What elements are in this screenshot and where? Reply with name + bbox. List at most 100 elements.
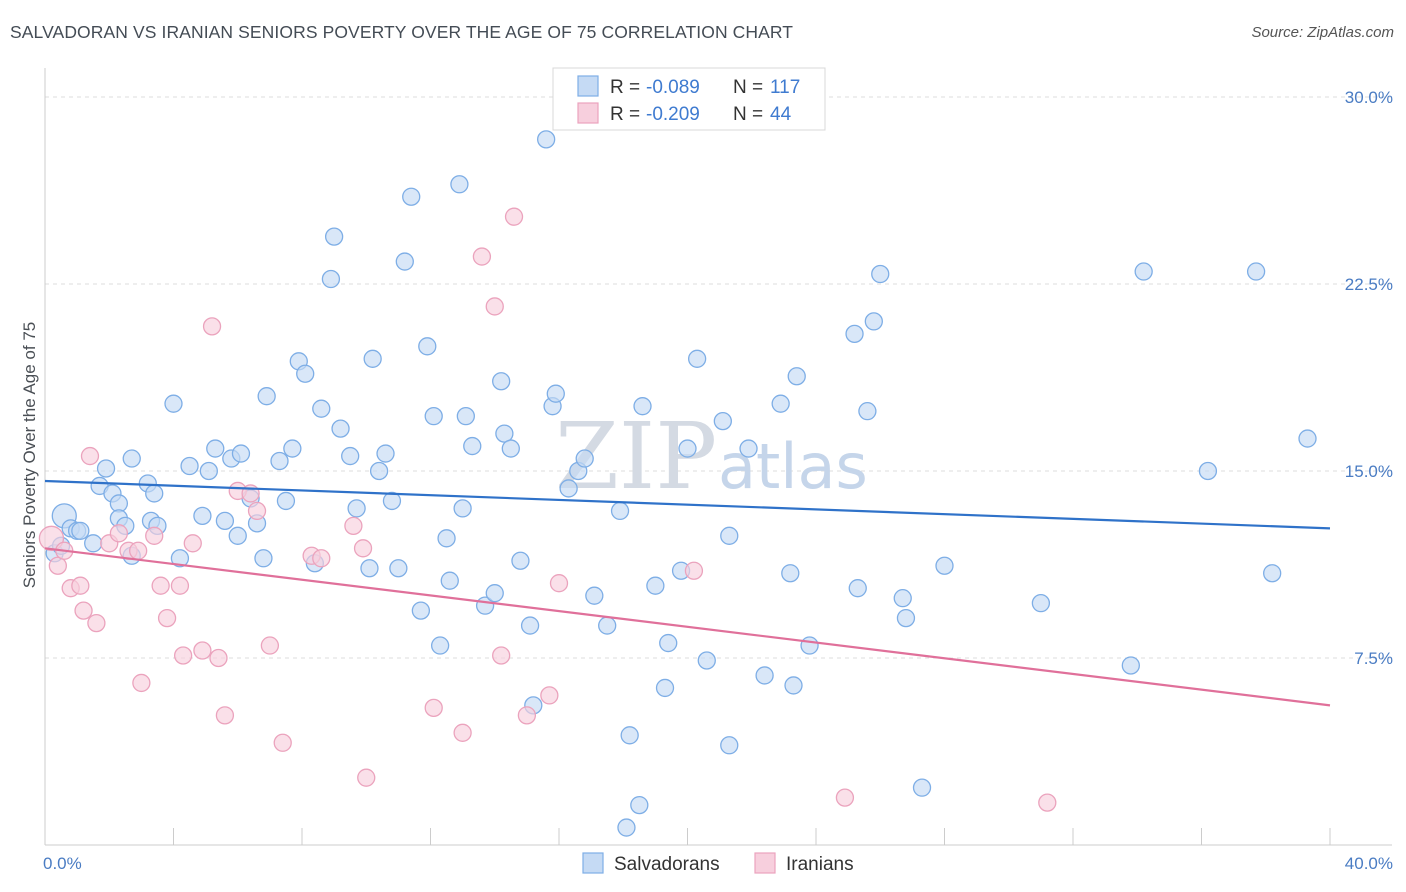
legend-swatch [577,102,599,124]
data-point [1246,262,1266,281]
data-point [575,449,594,468]
data-point [559,479,578,498]
data-point [453,723,472,742]
data-point [122,449,141,468]
data-point [215,511,235,531]
data-point [655,678,675,698]
legend-n-value: 44 [770,104,792,125]
data-point [193,641,212,660]
data-point [687,349,707,368]
y-tick-label: 15.0% [1345,462,1393,481]
data-point [424,698,443,718]
data-point [1134,262,1153,281]
legend-n-value: 117 [770,77,800,98]
data-point [382,491,402,511]
data-point [537,130,556,149]
y-tick-label: 22.5% [1345,275,1393,294]
data-point [170,549,190,568]
data-point [450,175,469,194]
data-point [871,264,890,284]
data-point [472,247,492,266]
data-point [504,207,524,226]
data-point [787,367,806,386]
data-point [402,187,421,206]
y-tick-labels: 7.5% 15.0% 22.5% 30.0% [1345,88,1393,668]
data-point [80,446,100,466]
data-point [440,571,459,590]
data-point [151,576,170,595]
chart-title: SALVADORAN VS IRANIAN SENIORS POVERTY OV… [10,22,794,42]
data-point [74,601,93,620]
data-point [324,227,344,246]
y-axis-label: Seniors Poverty Over the Age of 75 [20,322,39,588]
legend-n-label: N = [733,77,763,98]
data-point [183,534,202,553]
legend-r-label: R = [610,77,640,98]
data-point [331,419,350,438]
data-point [864,312,883,331]
data-point [283,439,302,458]
data-point [697,651,716,670]
x-tick-label: 0.0% [43,854,82,873]
data-point [38,525,65,551]
data-point [633,397,652,416]
axes [44,68,1392,846]
data-point [228,526,247,545]
data-point [781,564,800,583]
data-point [610,501,630,521]
data-point [848,579,867,598]
data-point [659,633,678,653]
data-point [157,608,177,628]
data-point [353,539,373,558]
data-point [511,551,530,570]
data-point [321,269,341,289]
bottom-legend: Salvadorans Iranians [582,852,854,875]
data-point [84,534,103,553]
watermark: ZIP atlas [555,403,868,510]
data-point [620,726,639,745]
data-point [273,733,292,752]
source-label: Source: ZipAtlas.com [1251,24,1394,41]
data-point [173,646,193,665]
data-point [437,529,456,548]
data-point [360,559,379,578]
data-point [347,499,366,518]
watermark-atlas: atlas [718,430,868,503]
data-point [129,541,148,560]
data-point [1298,429,1317,448]
data-point [145,526,164,545]
data-point [684,561,704,580]
data-point [713,411,732,431]
data-point [395,252,414,271]
data-point [585,586,604,605]
data-point [845,324,864,344]
data-point [540,686,559,705]
data-point [344,516,363,536]
grid-lines [45,96,1392,659]
data-point [1038,793,1057,812]
legend-r-label: R = [610,104,640,125]
data-point [720,736,739,755]
data-point [247,501,267,521]
data-point [858,402,877,421]
data-point [411,601,431,620]
data-point [1031,593,1051,613]
data-point [206,439,225,458]
data-point [270,451,289,471]
data-point [376,444,395,463]
data-point [109,524,129,543]
data-point [257,387,276,406]
data-point [835,788,855,807]
data-point [492,372,511,391]
bottom-legend-swatch [754,852,776,874]
legend-r-value: -0.089 [646,77,700,98]
data-point [215,706,235,725]
bottom-legend-label: Iranians [786,854,854,875]
data-point [312,399,331,418]
data-point [453,499,472,518]
data-point [369,461,389,481]
data-point [912,778,932,797]
data-point [617,818,636,837]
data-point [231,444,251,463]
